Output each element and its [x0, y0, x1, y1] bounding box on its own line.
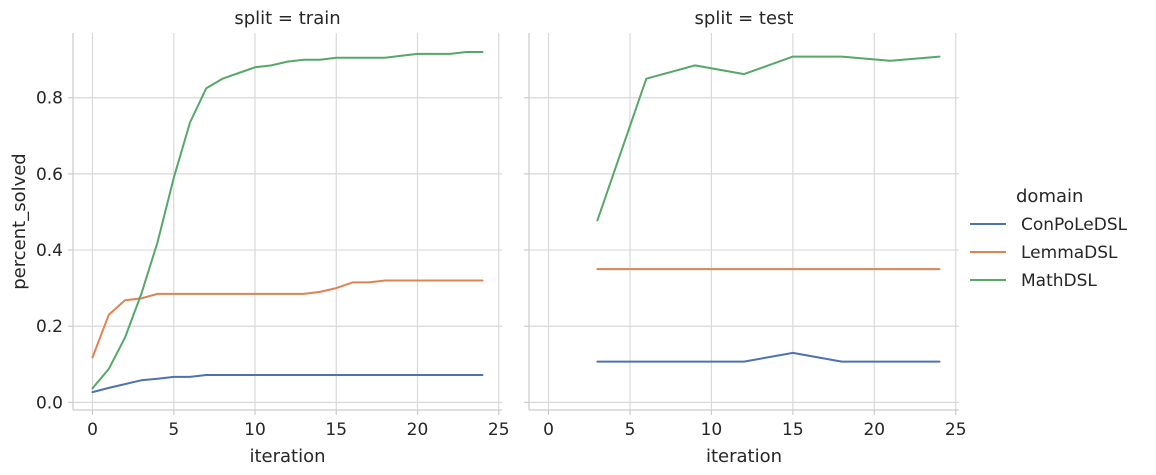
y-tick-label: 0.8	[36, 89, 63, 109]
x-tick-label: 15	[782, 420, 804, 440]
x-tick-label: 0	[543, 420, 554, 440]
legend-title: domain	[1016, 186, 1083, 207]
legend-label-conpoledsl: ConPoLeDSL	[1021, 215, 1128, 235]
x-tick-label: 5	[168, 420, 179, 440]
x-tick-label: 25	[945, 420, 967, 440]
y-tick-label: 0.0	[36, 393, 63, 413]
x-tick-label: 0	[87, 420, 98, 440]
grid	[529, 33, 959, 410]
series-line-conpoledsl	[596, 351, 941, 363]
panel-test: split = test 0 5 10 15 20 25	[524, 8, 967, 440]
x-tick-label: 5	[625, 420, 636, 440]
panel-train: split = train 0 5 10 15 20 25 0.0 0.2 0.4 0.6 0.8	[36, 8, 510, 440]
panel-title-train: split = train	[234, 8, 340, 29]
series-line-lemmadsl	[91, 279, 484, 359]
x-tick-label: 20	[407, 420, 429, 440]
y-tick-label: 0.4	[36, 241, 63, 261]
grid	[73, 33, 502, 410]
legend: domain ConPoLeDSL LemmaDSL MathDSL	[970, 186, 1128, 291]
x-tick-label: 10	[701, 420, 723, 440]
y-axis-label: percent_solved	[9, 153, 30, 290]
legend-label-lemmadsl: LemmaDSL	[1021, 243, 1118, 263]
series-line-mathdsl	[596, 55, 941, 222]
legend-label-mathdsl: MathDSL	[1021, 271, 1097, 291]
panel-title-test: split = test	[695, 8, 794, 29]
x-tick-label: 15	[325, 420, 347, 440]
y-tick-label: 0.6	[36, 165, 63, 185]
x-tick-label: 20	[863, 420, 885, 440]
x-tick-label: 25	[488, 420, 510, 440]
y-tick-label: 0.2	[36, 317, 63, 337]
series-line-mathdsl	[91, 51, 484, 390]
x-axis-label-train: iteration	[249, 446, 325, 467]
x-axis-label-test: iteration	[706, 446, 782, 467]
series-line-conpoledsl	[91, 374, 484, 394]
x-tick-label: 10	[244, 420, 266, 440]
